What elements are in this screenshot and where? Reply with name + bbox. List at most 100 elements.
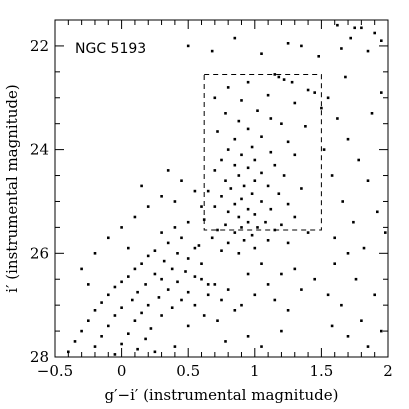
- data-point: [160, 231, 163, 234]
- y-tick-label: 22: [30, 37, 49, 55]
- data-point: [253, 158, 257, 162]
- data-point: [206, 189, 210, 193]
- data-point: [313, 91, 316, 94]
- data-point: [304, 125, 307, 128]
- data-point: [354, 277, 358, 281]
- data-point: [384, 231, 387, 234]
- data-point: [93, 345, 97, 348]
- data-point: [266, 93, 270, 97]
- data-point: [269, 150, 273, 154]
- data-point: [173, 226, 177, 229]
- y-tick-label: 28: [30, 348, 49, 366]
- data-point: [180, 179, 183, 182]
- data-point: [80, 267, 83, 271]
- data-point: [226, 210, 230, 214]
- data-point: [246, 207, 250, 211]
- data-point: [210, 236, 214, 240]
- data-point: [226, 148, 230, 151]
- data-point: [216, 228, 219, 232]
- data-point: [326, 96, 330, 100]
- x-tick-label: 2: [383, 362, 393, 380]
- data-point: [246, 272, 250, 276]
- data-point: [260, 262, 263, 265]
- data-point: [229, 187, 233, 190]
- data-point: [233, 202, 237, 206]
- data-point: [197, 244, 201, 247]
- data-point: [220, 195, 223, 198]
- data-point: [127, 246, 130, 250]
- data-point: [180, 298, 183, 302]
- data-point: [290, 80, 294, 84]
- data-point: [336, 23, 339, 27]
- data-point: [256, 109, 259, 112]
- data-point: [144, 283, 147, 286]
- data-point: [202, 314, 206, 317]
- data-point: [246, 127, 250, 131]
- data-point: [346, 335, 350, 338]
- data-point: [286, 42, 290, 45]
- data-point: [200, 262, 203, 265]
- data-point: [293, 153, 297, 157]
- data-point: [340, 47, 343, 50]
- data-point: [127, 275, 130, 278]
- data-point: [107, 236, 110, 240]
- data-point: [237, 215, 241, 219]
- data-point: [67, 350, 70, 354]
- data-point: [280, 329, 283, 333]
- data-point: [240, 303, 243, 307]
- data-point: [160, 277, 163, 281]
- data-point: [242, 184, 246, 188]
- data-point: [322, 148, 326, 151]
- data-point: [300, 187, 303, 190]
- data-point: [260, 135, 263, 138]
- data-point: [166, 288, 170, 291]
- data-point: [353, 26, 356, 30]
- data-point: [237, 119, 241, 123]
- data-point: [193, 303, 197, 307]
- data-point: [373, 293, 376, 297]
- data-point: [216, 130, 219, 133]
- data-point: [136, 347, 139, 351]
- data-point: [213, 96, 217, 100]
- data-point: [313, 277, 316, 281]
- data-point: [146, 254, 150, 258]
- data-point: [186, 290, 190, 294]
- data-point: [170, 267, 174, 271]
- data-point: [153, 249, 157, 252]
- data-point: [286, 202, 290, 206]
- data-point: [277, 75, 281, 79]
- data-point: [140, 184, 143, 188]
- data-point: [233, 309, 237, 312]
- data-point: [193, 189, 197, 193]
- data-point: [120, 280, 123, 284]
- data-point: [131, 298, 134, 302]
- x-tick-label: 0.5: [176, 362, 200, 380]
- data-point: [224, 179, 227, 182]
- data-point: [300, 288, 303, 291]
- data-point: [184, 270, 187, 273]
- data-point: [330, 174, 334, 177]
- data-point: [326, 293, 330, 297]
- data-point: [100, 301, 103, 304]
- data-point: [233, 231, 237, 234]
- data-point: [336, 117, 339, 120]
- data-point: [380, 39, 383, 42]
- x-tick-label: 0: [117, 362, 127, 380]
- data-point: [186, 257, 190, 260]
- data-point: [93, 309, 97, 312]
- data-point: [320, 106, 323, 110]
- data-point: [160, 195, 163, 198]
- data-point: [293, 101, 297, 105]
- x-axis-label: g′−i′ (instrumental magnitude): [105, 386, 339, 404]
- data-point: [280, 272, 283, 276]
- data-point: [282, 78, 286, 81]
- data-point: [346, 137, 350, 141]
- data-point: [256, 226, 259, 229]
- data-point: [280, 223, 283, 227]
- data-point: [317, 55, 320, 58]
- data-point: [286, 140, 290, 144]
- data-point: [286, 309, 290, 312]
- data-point: [286, 241, 290, 245]
- data-point: [113, 314, 117, 317]
- data-point: [176, 280, 179, 284]
